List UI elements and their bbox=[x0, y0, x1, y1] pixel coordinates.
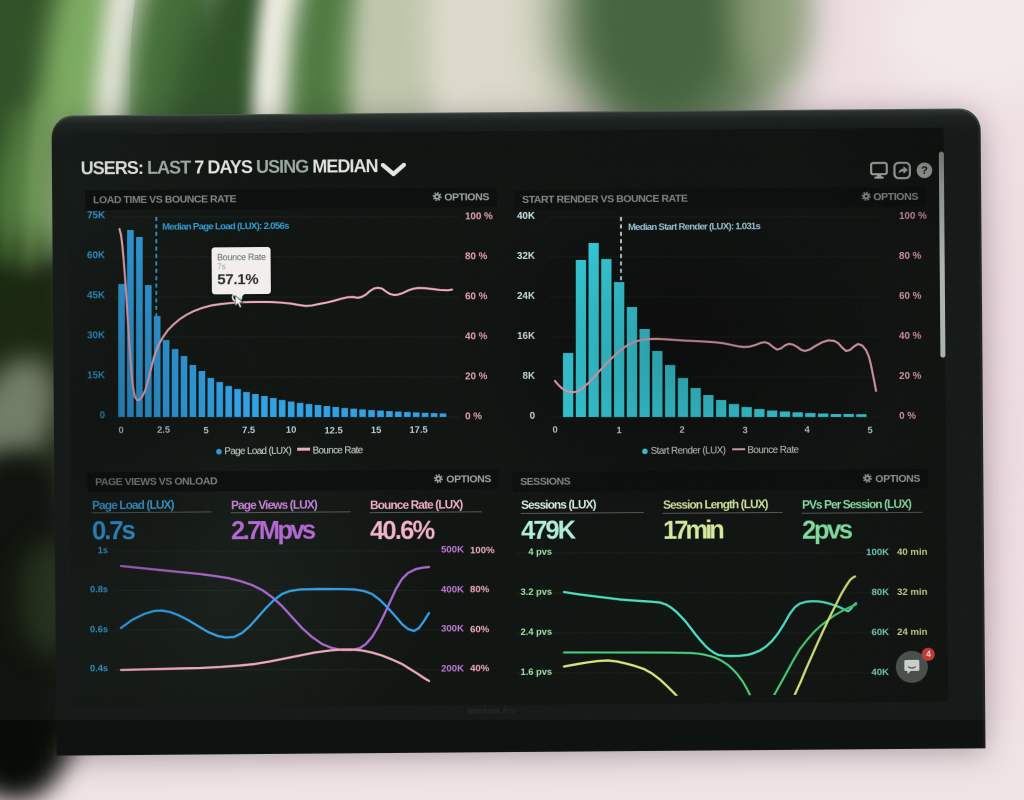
svg-text:?: ? bbox=[921, 165, 928, 177]
